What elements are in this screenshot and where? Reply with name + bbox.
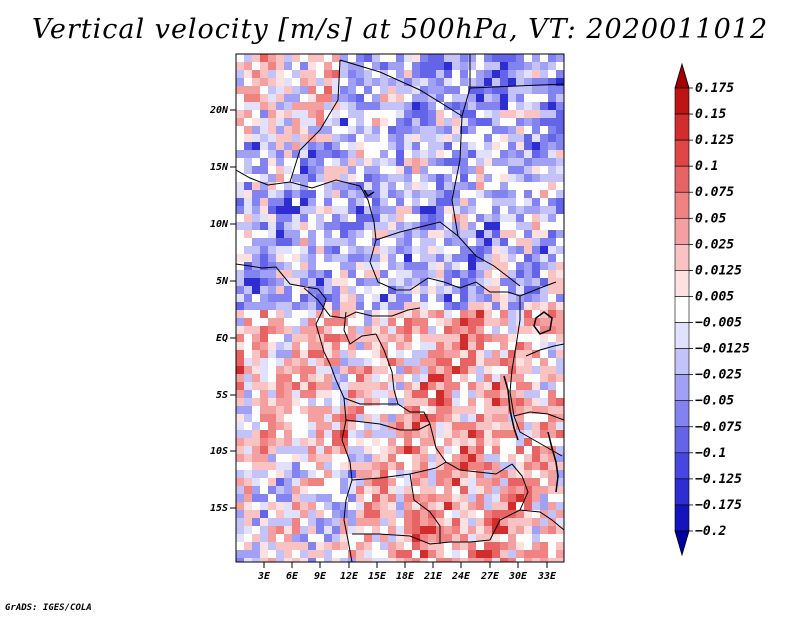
border-line bbox=[345, 419, 431, 431]
colorbar-label: 0.15 bbox=[695, 107, 726, 122]
border-line bbox=[289, 59, 341, 183]
lon-label: 18E bbox=[396, 571, 415, 582]
colorbar-swatch bbox=[674, 113, 690, 141]
colorbar-swatch bbox=[674, 504, 690, 532]
country-borders bbox=[236, 54, 564, 562]
lat-label: 20N bbox=[209, 105, 229, 116]
lat-label: 15N bbox=[210, 162, 229, 173]
lat-label: 15S bbox=[210, 503, 228, 514]
lake bbox=[503, 375, 519, 441]
colorbar-swatch bbox=[674, 348, 690, 375]
colorbar-swatch bbox=[674, 322, 690, 349]
lat-label: 10S bbox=[210, 446, 228, 457]
lake bbox=[363, 189, 375, 198]
chart-title: Vertical velocity [m/s] at 500hPa, VT: 2… bbox=[31, 14, 769, 45]
colorbar-label: −0.1 bbox=[695, 446, 726, 461]
lon-label: 30E bbox=[508, 571, 528, 582]
colorbar-swatch bbox=[674, 374, 690, 402]
colorbar-swatch bbox=[674, 270, 690, 297]
lon-label: 27E bbox=[480, 571, 500, 582]
colorbar-swatch bbox=[674, 87, 690, 115]
colorbar-swatch bbox=[674, 426, 690, 454]
border-line bbox=[513, 411, 564, 421]
lon-label: 3E bbox=[257, 571, 271, 582]
colorbar-label: 0.125 bbox=[695, 133, 734, 148]
lat-label: 5N bbox=[216, 276, 229, 287]
map-axes: 20N 15N 10N 5N EQ 5S 10S 15S 3E 6E 9E 12E 15E 18E 21E 2… bbox=[209, 105, 557, 582]
border-line bbox=[343, 397, 398, 405]
colorbar-label: −0.05 bbox=[695, 394, 734, 409]
colorbar-label: −0.075 bbox=[695, 420, 742, 435]
border-line bbox=[352, 533, 491, 545]
border-line bbox=[303, 287, 421, 319]
lon-label: 6E bbox=[286, 571, 299, 582]
lon-label: 21E bbox=[423, 571, 443, 582]
velocity-field bbox=[236, 54, 564, 562]
colorbar-label: 0.0125 bbox=[695, 263, 742, 278]
lat-label: EQ bbox=[216, 333, 228, 344]
border-line bbox=[509, 296, 563, 457]
lon-label: 9E bbox=[314, 571, 327, 582]
lake bbox=[533, 311, 553, 335]
colorbar-swatch bbox=[674, 139, 690, 167]
lon-label: 15E bbox=[368, 571, 387, 582]
map-panel bbox=[236, 54, 564, 562]
colorbar-max-arrow bbox=[674, 62, 690, 89]
colorbar-label: −0.175 bbox=[695, 498, 742, 513]
colorbar-swatch bbox=[674, 244, 690, 271]
colorbar-label: 0.005 bbox=[695, 289, 734, 304]
colorbar: 0.175 0.15 0.125 0.1 0.075 0.05 0.025 0.0125 0.0… bbox=[674, 62, 750, 557]
colorbar-label: 0.1 bbox=[695, 159, 718, 174]
lat-label: 10N bbox=[210, 219, 229, 230]
colorbar-swatch bbox=[674, 296, 690, 323]
border-line bbox=[359, 185, 557, 297]
colorbar-swatch bbox=[674, 191, 690, 219]
colorbar-label: −0.125 bbox=[695, 472, 742, 487]
colorbar-label: −0.005 bbox=[695, 316, 742, 331]
lon-label: 24E bbox=[451, 571, 471, 582]
colorbar-label: 0.05 bbox=[695, 211, 726, 226]
colorbar-label: 0.175 bbox=[695, 81, 734, 96]
border-line bbox=[409, 473, 441, 544]
lat-label: 5S bbox=[216, 390, 228, 401]
colorbar-label: 0.075 bbox=[695, 185, 734, 200]
colorbar-min-arrow bbox=[674, 530, 690, 557]
colorbar-label: −0.0125 bbox=[695, 342, 750, 357]
colorbar-label: −0.025 bbox=[695, 368, 742, 383]
colorbar-swatch bbox=[674, 478, 690, 506]
border-line bbox=[511, 463, 529, 511]
border-line bbox=[343, 311, 377, 345]
colorbar-label: −0.2 bbox=[695, 524, 726, 539]
lake bbox=[547, 431, 559, 493]
colorbar-swatch bbox=[674, 452, 690, 480]
border-line bbox=[469, 83, 564, 89]
border-line bbox=[489, 509, 564, 541]
coastline bbox=[236, 263, 353, 562]
colorbar-swatch bbox=[674, 165, 690, 193]
border-line bbox=[375, 221, 459, 241]
lon-label: 12E bbox=[340, 571, 359, 582]
lon-label: 33E bbox=[537, 571, 557, 582]
colorbar-label: 0.025 bbox=[695, 237, 734, 252]
border-line bbox=[525, 343, 564, 357]
colorbar-swatch bbox=[674, 400, 690, 428]
border-line bbox=[339, 59, 521, 287]
credit-label: GrADS: IGES/COLA bbox=[5, 603, 92, 613]
map-frame bbox=[235, 53, 565, 563]
border-line bbox=[375, 333, 513, 475]
colorbar-swatch bbox=[674, 217, 690, 245]
